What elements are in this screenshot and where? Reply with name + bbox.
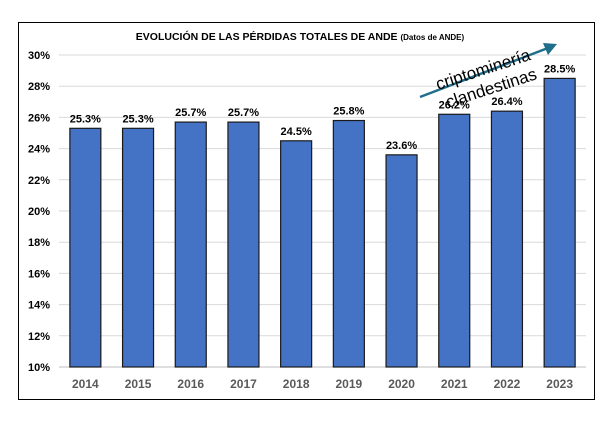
x-tick-label: 2016	[177, 377, 204, 391]
x-tick-label: 2023	[546, 377, 573, 391]
bar-2014	[69, 127, 102, 368]
x-tick-label: 2022	[494, 377, 521, 391]
x-tick-label: 2020	[388, 377, 415, 391]
data-label: 25.7%	[175, 107, 206, 119]
bar-2021	[438, 113, 471, 368]
data-label: 25.8%	[333, 106, 364, 118]
x-tick-label: 2018	[283, 377, 310, 391]
y-tick-label: 28%	[28, 81, 50, 93]
y-tick-label: 22%	[28, 175, 50, 187]
bar-2023	[543, 77, 576, 368]
bar-2016	[174, 121, 207, 368]
chart-frame	[18, 22, 595, 400]
chart-title: EVOLUCIÓN DE LAS PÉRDIDAS TOTALES DE AND…	[136, 30, 465, 43]
y-tick-label: 12%	[28, 331, 50, 343]
bar-2015	[121, 127, 155, 368]
y-tick-label: 20%	[28, 206, 50, 218]
bar-2020	[385, 154, 418, 368]
data-label: 25.3%	[70, 113, 101, 125]
y-tick-label: 24%	[28, 144, 50, 156]
y-tick-label: 14%	[28, 300, 50, 312]
y-tick-label: 18%	[28, 237, 50, 249]
arrow-head-icon	[543, 43, 557, 55]
data-label: 25.7%	[228, 107, 259, 119]
bar-2022	[490, 110, 524, 368]
data-label: 26.4%	[491, 96, 522, 108]
x-tick-label: 2014	[72, 377, 99, 391]
x-tick-label: 2017	[230, 377, 257, 391]
x-tick-label: 2015	[125, 377, 152, 391]
y-tick-label: 16%	[28, 268, 50, 280]
data-label: 24.5%	[281, 126, 312, 138]
data-label: 26.2%	[439, 99, 470, 111]
trend-arrow	[419, 46, 549, 99]
y-tick-label: 10%	[28, 362, 50, 374]
bar-2018	[280, 140, 313, 368]
bar-2019	[332, 119, 365, 368]
data-label: 23.6%	[386, 140, 417, 152]
x-tick-label: 2021	[441, 377, 468, 391]
data-label: 25.3%	[122, 113, 153, 125]
x-tick-label: 2019	[335, 377, 362, 391]
y-tick-label: 30%	[28, 50, 50, 62]
data-label: 28.5%	[544, 63, 575, 75]
y-tick-label: 26%	[28, 112, 50, 124]
bar-2017	[227, 121, 260, 368]
